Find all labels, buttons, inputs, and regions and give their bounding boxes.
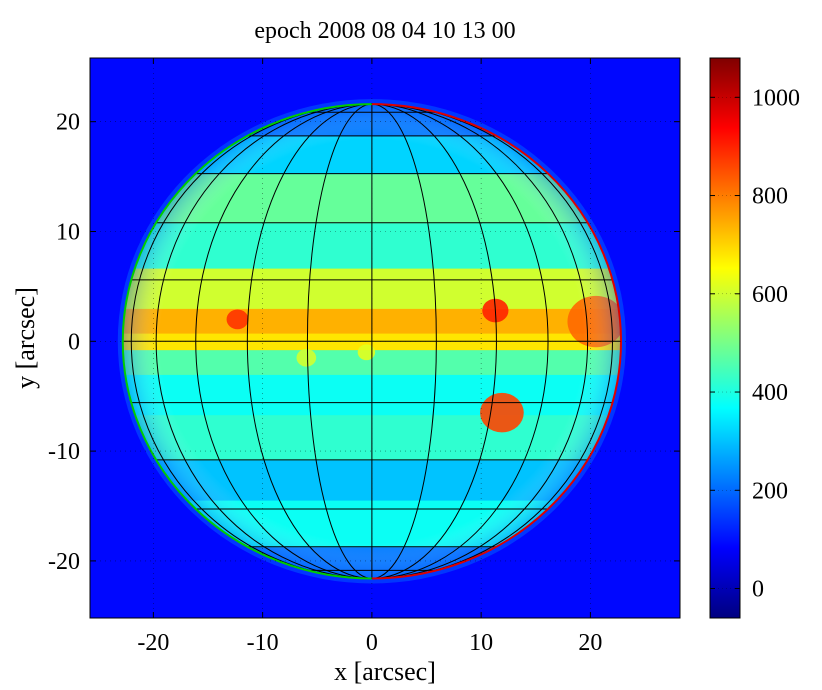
longitude-line xyxy=(371,103,437,579)
limb-fit-east xyxy=(371,103,623,580)
longitude-line xyxy=(155,103,372,579)
longitude-line xyxy=(246,103,372,579)
colorbar-tick-label: 1000 xyxy=(752,85,800,111)
y-tick-label: -20 xyxy=(48,549,80,575)
colorbar-tick-label: 0 xyxy=(752,577,764,603)
colorbar-tick-label: 800 xyxy=(752,184,788,210)
colorbar-tick-label: 600 xyxy=(752,282,788,308)
longitude-line xyxy=(371,103,589,579)
plot-area xyxy=(89,57,681,619)
longitude-line xyxy=(306,103,372,579)
y-tick-label: 20 xyxy=(56,110,80,136)
axis-grid xyxy=(90,58,680,618)
y-tick-label: -10 xyxy=(48,439,80,465)
y-axis-title: y [arcsec] xyxy=(11,287,40,389)
colorbar-gradient xyxy=(709,57,741,619)
y-tick-label: 10 xyxy=(56,219,80,245)
longitude-line xyxy=(130,103,372,579)
colorbar-tick-label: 400 xyxy=(752,380,788,406)
x-axis-title: x [arcsec] xyxy=(334,657,436,686)
limb-fit-west xyxy=(121,103,372,580)
y-axis: -20 -10 0 10 20 xyxy=(48,110,680,575)
x-tick-label: -20 xyxy=(137,630,169,656)
plot-frame xyxy=(89,57,681,619)
longitude-line xyxy=(371,103,497,579)
longitude-line xyxy=(371,103,613,579)
chart-title: epoch 2008 08 04 10 13 00 xyxy=(254,18,515,44)
x-tick-label: 0 xyxy=(366,630,378,656)
colorbar: 0 200 400 600 800 1000 xyxy=(709,57,800,619)
y-tick-label: 0 xyxy=(68,329,80,355)
x-axis: -20 -10 0 10 20 xyxy=(137,58,602,656)
longitude-line xyxy=(371,103,549,579)
x-tick-label: 20 xyxy=(578,630,602,656)
x-tick-label: -10 xyxy=(247,630,279,656)
colorbar-tick-label: 200 xyxy=(752,478,788,504)
x-tick-label: 10 xyxy=(469,630,493,656)
